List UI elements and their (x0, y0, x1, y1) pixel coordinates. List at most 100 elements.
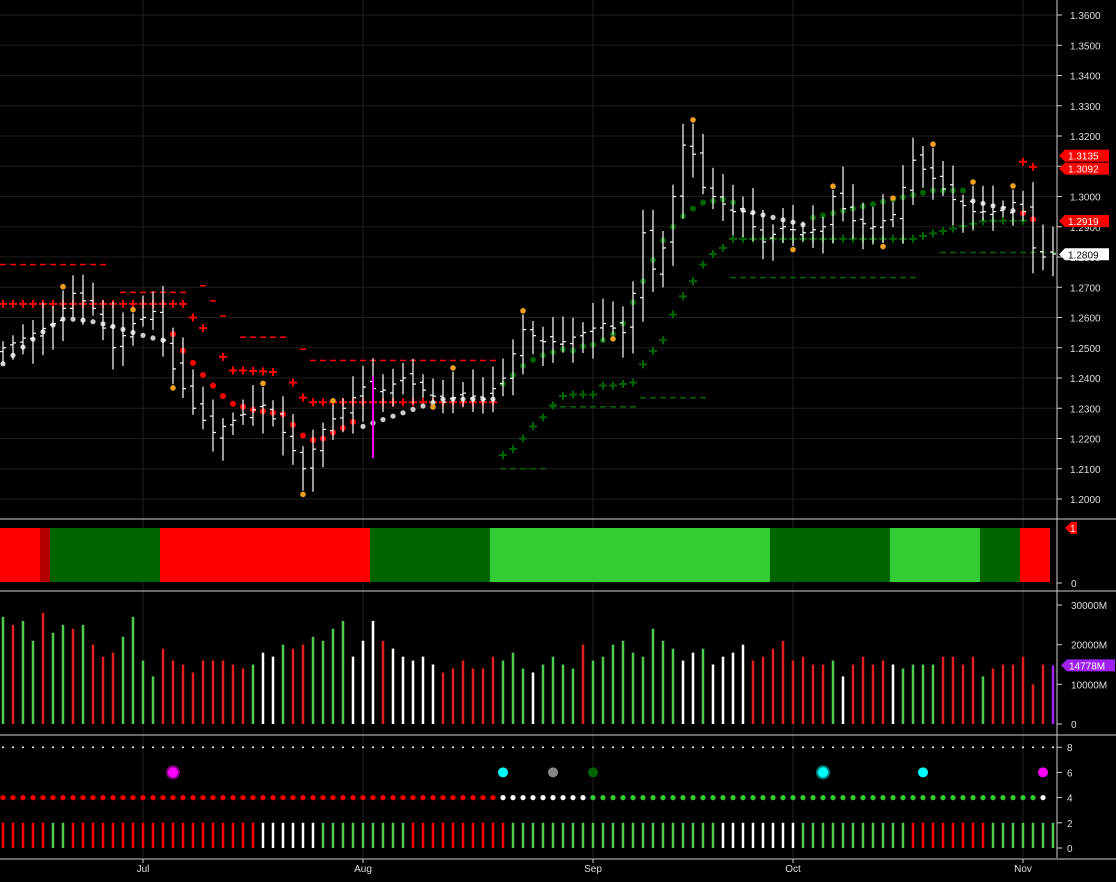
trail-plus-marker (259, 367, 267, 376)
signal-dot-row4 (270, 795, 276, 801)
trail-plus-marker (909, 234, 917, 243)
signal-dot-row8 (692, 746, 694, 749)
trail-plus-marker (319, 398, 327, 407)
signal-dot-row4 (800, 795, 806, 801)
signal-dot-row4 (990, 795, 996, 801)
indicator-dot (400, 410, 406, 416)
volume-tick-label: 30000M (1071, 601, 1107, 612)
swing-marker (1010, 183, 1016, 189)
band-tag (1065, 522, 1077, 534)
signal-dot-row4 (880, 795, 886, 801)
signal-dot-row8 (392, 746, 394, 749)
signal-dot-row4 (570, 795, 576, 801)
trail-plus-marker (199, 324, 207, 333)
trail-plus-marker (119, 299, 127, 308)
trail-plus-marker (129, 299, 137, 308)
trail-plus-marker (599, 381, 607, 390)
trail-plus-marker (639, 360, 647, 369)
signal-dot-row8 (932, 746, 934, 749)
swing-marker (60, 283, 66, 290)
volume-tag-label: 14778M (1069, 661, 1105, 672)
signal-dot-row4 (1030, 795, 1036, 801)
swing-marker (330, 398, 336, 404)
trail-plus-marker (619, 380, 627, 389)
signal-dot-row8 (42, 746, 44, 749)
signal-dot-row4 (260, 795, 266, 801)
trail-plus-marker (999, 216, 1007, 225)
signal-dot-row8 (882, 746, 884, 749)
indicator-dot (300, 432, 306, 439)
signal-dot-row4 (40, 795, 46, 801)
signal-dot-row4 (630, 795, 636, 801)
signal-dot-row8 (162, 746, 164, 749)
signal-dot-row4 (840, 795, 846, 801)
signal-dot-row4 (320, 795, 326, 801)
signal-dot-row8 (912, 746, 914, 749)
price-tag-label: 1.3135 (1068, 152, 1099, 163)
signal-dot-row4 (550, 795, 556, 801)
trail-plus-marker (249, 367, 257, 376)
signal-dot-row8 (502, 746, 504, 749)
signal-dot-row4 (900, 795, 906, 801)
signal-marker (588, 767, 598, 778)
trail-plus-marker (1029, 162, 1037, 171)
x-tick-label: Jul (137, 864, 150, 875)
swing-marker (890, 195, 896, 201)
indicator-dot (700, 199, 706, 206)
signal-dot-row4 (220, 795, 226, 801)
trail-plus-marker (679, 292, 687, 301)
volume-panel[interactable] (1, 612, 1055, 724)
signal-dot-row8 (722, 746, 724, 749)
signal-dot-row4 (850, 795, 856, 801)
signal-dot-row4 (110, 795, 116, 801)
indicator-dot (530, 356, 536, 363)
signal-dot-row4 (610, 795, 616, 801)
y-tick-label: 1.2600 (1070, 314, 1101, 325)
trail-plus-marker (169, 299, 177, 308)
signal-marker (918, 767, 928, 778)
trend-band-segment (50, 528, 170, 582)
signal-dot-row8 (982, 746, 984, 749)
signal-dot-row8 (82, 746, 84, 749)
signal-dot-row8 (1042, 746, 1044, 749)
indicator-dot (360, 423, 366, 429)
signals-tick-label: 8 (1067, 743, 1073, 754)
trail-plus-marker (949, 224, 957, 233)
signal-dot-row8 (822, 746, 824, 749)
signal-dot-row8 (342, 746, 344, 749)
signal-dot-row8 (252, 746, 254, 749)
trail-plus-marker (189, 313, 197, 322)
signal-dot-row8 (1022, 746, 1024, 749)
signal-dot-row8 (562, 746, 564, 749)
signal-dot-row4 (770, 795, 776, 801)
indicator-dot (960, 187, 966, 194)
signal-dot-row8 (532, 746, 534, 749)
signal-dot-row8 (132, 746, 134, 749)
indicator-dot (870, 201, 876, 208)
price-panel[interactable] (0, 117, 1056, 498)
signal-dot-row8 (762, 746, 764, 749)
signal-dot-row8 (482, 746, 484, 749)
signal-dot-row4 (380, 795, 386, 801)
signal-dot-row8 (732, 746, 734, 749)
trail-plus-marker (659, 336, 667, 345)
signal-dot-row8 (582, 746, 584, 749)
signal-dot-row4 (470, 795, 476, 801)
trail-plus-marker (939, 226, 947, 235)
signal-dot-row4 (660, 795, 666, 801)
swing-marker (610, 336, 616, 342)
signal-dot-row4 (190, 795, 196, 801)
signal-dot-row8 (212, 746, 214, 749)
signal-dot-row4 (210, 795, 216, 801)
signal-dot-row4 (830, 795, 836, 801)
signal-dot-row8 (72, 746, 74, 749)
swing-marker (450, 365, 456, 371)
band-tag-label: 1 (1070, 524, 1076, 535)
trend-band-segment (890, 528, 990, 582)
indicator-dot (690, 205, 696, 212)
trail-plus-marker (179, 299, 187, 308)
trail-plus-marker (569, 390, 577, 399)
signal-dot-row8 (202, 746, 204, 749)
signal-dot-row8 (652, 746, 654, 749)
